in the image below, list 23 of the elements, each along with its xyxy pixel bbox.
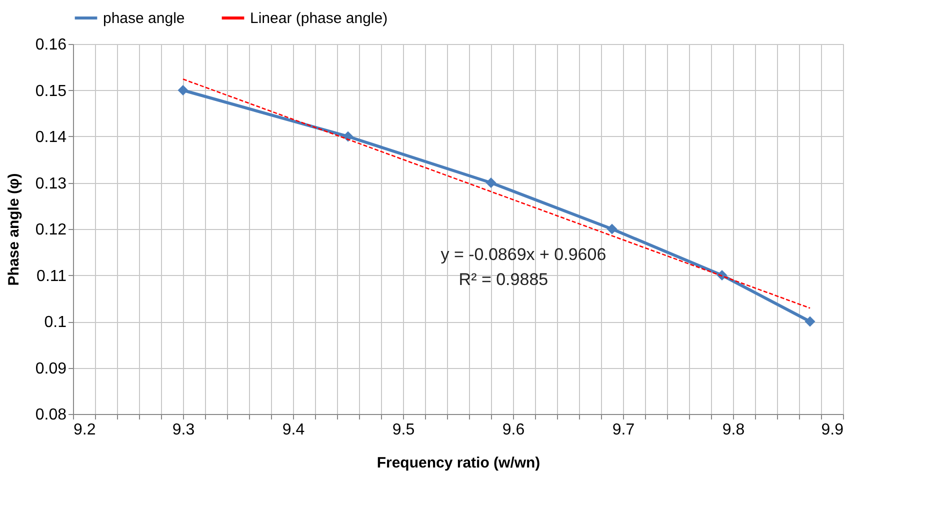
y-tick-label: 0.09 (35, 360, 67, 378)
y-tick-label: 0.1 (44, 314, 67, 331)
y-tick-label: 0.15 (35, 82, 67, 100)
legend-label: phase angle (103, 10, 185, 27)
x-tick-label: 9.3 (172, 422, 195, 438)
x-tick-label: 9.6 (502, 422, 525, 438)
y-tick-label: 0.14 (35, 129, 67, 146)
x-tick-label: 9.4 (282, 422, 305, 438)
x-axis-title: Frequency ratio (w/wn) (376, 454, 540, 472)
x-tick-label: 9.5 (392, 422, 415, 438)
y-tick-label: 0.08 (35, 406, 67, 424)
annotation: y = -0.0869x + 0.9606 (440, 244, 606, 264)
x-tick-label: 9.8 (722, 422, 745, 438)
y-axis-title: Phase angle (φ) (5, 173, 22, 286)
x-tick-label: 9.2 (74, 422, 96, 438)
legend-label: Linear (phase angle) (250, 10, 388, 27)
annotation: R² = 0.9885 (458, 270, 548, 289)
y-tick-label: 0.13 (35, 175, 67, 192)
y-tick-label: 0.12 (35, 222, 67, 238)
y-tick-label: 0.11 (36, 268, 67, 285)
x-tick-label: 9.9 (821, 422, 844, 438)
y-tick-label: 0.16 (35, 36, 67, 54)
x-tick-label: 9.7 (612, 422, 635, 438)
